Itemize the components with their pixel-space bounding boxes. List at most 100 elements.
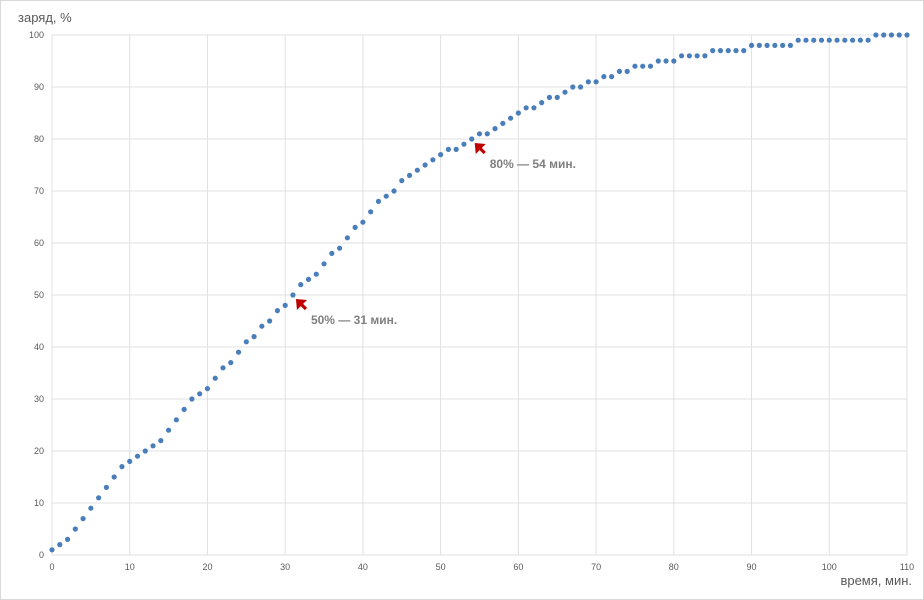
data-point xyxy=(896,32,902,38)
data-point xyxy=(554,94,560,100)
data-point xyxy=(741,48,747,54)
x-tick-label: 50 xyxy=(436,562,446,572)
y-tick-label: 70 xyxy=(34,186,44,196)
data-point xyxy=(267,318,273,324)
data-point xyxy=(694,53,700,59)
x-tick-label: 90 xyxy=(747,562,757,572)
tick-labels: 0 10 20 30 40 50 60 70 80 90 100 0 10 20 30 40 50 60 70 80 9… xyxy=(29,30,914,572)
data-point xyxy=(103,484,110,490)
data-point xyxy=(733,48,739,54)
data-point xyxy=(375,198,382,204)
data-point xyxy=(655,58,661,64)
data-point xyxy=(826,37,832,43)
data-point xyxy=(818,37,825,43)
data-point xyxy=(290,292,296,298)
x-tick-label: 10 xyxy=(125,562,135,572)
y-tick-label: 90 xyxy=(34,82,44,92)
data-point xyxy=(834,37,840,43)
data-point xyxy=(500,120,506,126)
data-point xyxy=(632,63,638,69)
data-point xyxy=(531,105,537,111)
data-point xyxy=(764,42,770,49)
x-tick-label: 40 xyxy=(358,562,368,572)
x-tick-label: 80 xyxy=(669,562,679,572)
data-point xyxy=(461,141,467,147)
data-point xyxy=(134,453,141,459)
data-point xyxy=(787,42,794,49)
y-tick-label: 100 xyxy=(29,30,44,40)
y-axis-title: заряд, % xyxy=(18,10,72,25)
data-point xyxy=(228,360,234,366)
data-point xyxy=(150,443,156,449)
data-point xyxy=(663,58,669,64)
data-point xyxy=(492,126,498,132)
data-point xyxy=(220,365,226,371)
y-tick-label: 0 xyxy=(39,550,44,560)
data-point xyxy=(570,84,576,90)
x-tick-label: 30 xyxy=(280,562,290,572)
y-tick-label: 30 xyxy=(34,394,44,404)
data-point xyxy=(686,53,692,59)
data-point xyxy=(204,386,211,392)
data-point xyxy=(49,547,55,553)
x-tick-label: 20 xyxy=(202,562,212,572)
data-point xyxy=(313,271,319,277)
data-point xyxy=(321,261,327,267)
data-point xyxy=(803,37,809,43)
x-tick-label: 0 xyxy=(49,562,54,572)
y-tick-label: 60 xyxy=(34,238,44,248)
data-point xyxy=(119,464,125,470)
data-point xyxy=(88,505,94,511)
data-point xyxy=(702,53,708,59)
data-point xyxy=(515,110,521,116)
data-point xyxy=(772,42,778,49)
data-point xyxy=(274,308,281,314)
data-point xyxy=(344,235,350,241)
data-point xyxy=(585,79,591,85)
data-point xyxy=(484,131,490,137)
data-point xyxy=(445,146,452,152)
data-point xyxy=(399,178,405,184)
data-point xyxy=(127,458,133,464)
data-point xyxy=(391,188,397,194)
data-point xyxy=(57,542,63,548)
data-point xyxy=(577,84,584,90)
data-point xyxy=(609,74,615,80)
data-points xyxy=(49,32,910,553)
data-point xyxy=(725,48,731,54)
data-point xyxy=(476,131,483,137)
data-point xyxy=(647,63,654,69)
data-point xyxy=(189,396,195,402)
data-point xyxy=(368,209,374,215)
x-tick-label: 70 xyxy=(591,562,601,572)
data-point xyxy=(72,526,78,532)
data-point xyxy=(453,146,459,152)
data-point xyxy=(251,334,257,340)
data-point xyxy=(414,167,420,173)
y-tick-label: 20 xyxy=(34,446,44,456)
data-point xyxy=(383,193,389,199)
data-point xyxy=(173,417,179,423)
data-point xyxy=(243,339,249,345)
data-point xyxy=(235,349,242,355)
annotation-label: 80% — 54 мин. xyxy=(490,157,576,171)
data-point xyxy=(616,68,623,74)
data-point xyxy=(842,37,848,43)
data-point xyxy=(336,245,343,251)
data-point xyxy=(305,276,312,282)
data-point xyxy=(523,105,529,111)
data-point xyxy=(678,53,685,59)
gridlines xyxy=(51,34,908,556)
data-point xyxy=(64,536,71,543)
data-point xyxy=(593,79,599,85)
y-tick-label: 10 xyxy=(34,498,44,508)
data-point xyxy=(259,323,265,329)
y-tick-label: 80 xyxy=(34,134,44,144)
data-point xyxy=(80,516,86,522)
data-point xyxy=(601,74,607,80)
annotations: 50% — 31 мин. 80% — 54 мин. xyxy=(295,143,576,327)
x-tick-label: 110 xyxy=(900,562,914,572)
data-point xyxy=(181,406,187,412)
data-point xyxy=(298,282,304,288)
